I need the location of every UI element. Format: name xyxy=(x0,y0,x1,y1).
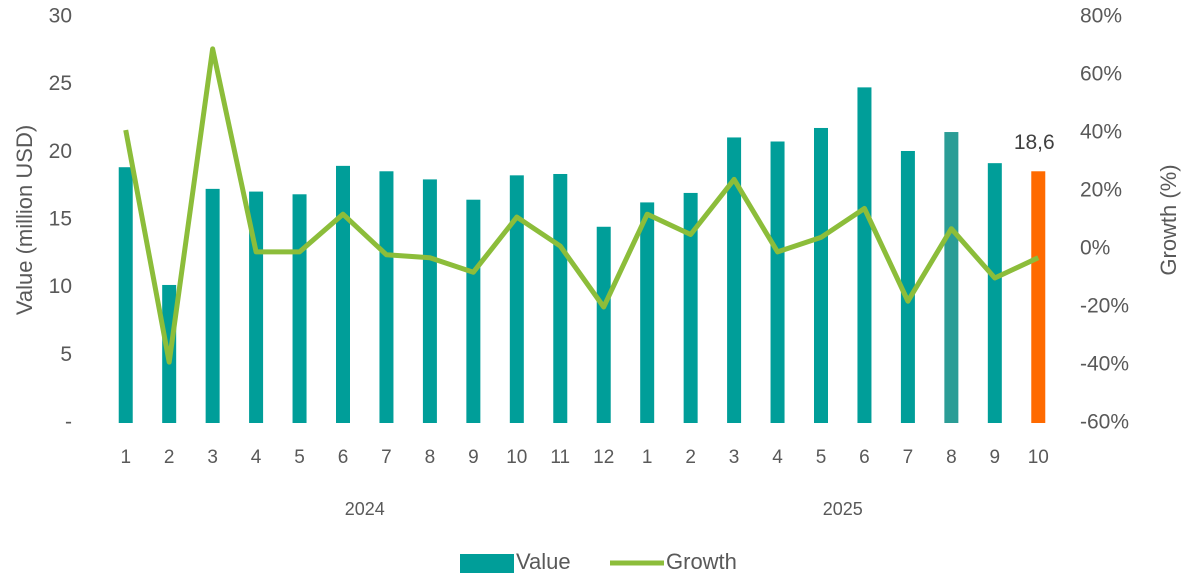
x-tick-label: 5 xyxy=(816,447,827,468)
y-tick-label: 5 xyxy=(60,343,72,366)
y-tick-label: - xyxy=(65,411,72,434)
x-tick-label: 2 xyxy=(685,447,696,468)
line xyxy=(123,46,1040,365)
bar xyxy=(553,173,568,423)
bar xyxy=(987,163,1002,423)
x-tick-label: 9 xyxy=(990,447,1001,468)
y2-tick-label: 80% xyxy=(1080,5,1122,28)
y-axis-label: Value (million USD) xyxy=(12,125,37,315)
x-tick-label: 6 xyxy=(338,447,349,468)
data-label: 18,6 xyxy=(1014,131,1055,154)
x-tick-label: 1 xyxy=(120,447,131,468)
y-tick-label: 20 xyxy=(49,140,72,163)
bar xyxy=(683,192,698,423)
year-label: 2024 xyxy=(345,499,385,519)
bar xyxy=(422,179,437,423)
y-tick-label: 25 xyxy=(49,72,72,95)
bar xyxy=(1031,171,1046,423)
x-tick-label: 11 xyxy=(550,447,570,468)
x-tick-label: 1 xyxy=(642,447,653,468)
legend-label: Value xyxy=(516,549,571,574)
y-tick-label: 30 xyxy=(49,5,72,28)
bar xyxy=(596,226,611,423)
x-tick-label: 5 xyxy=(294,447,305,468)
x-tick-label: 10 xyxy=(506,447,527,468)
bar xyxy=(640,202,655,423)
x-tick-label: 8 xyxy=(946,447,957,468)
x-tick-label: 3 xyxy=(207,447,218,468)
x-tick-label: 7 xyxy=(903,447,914,468)
y2-tick-label: 60% xyxy=(1080,63,1122,86)
x-tick-label: 3 xyxy=(729,447,740,468)
x-tick-label: 7 xyxy=(381,447,392,468)
y-tick-label: 15 xyxy=(49,208,72,231)
x-tick-label: 2 xyxy=(164,447,175,468)
bar xyxy=(770,141,785,424)
x-tick-label: 8 xyxy=(425,447,436,468)
bar xyxy=(727,137,742,424)
bar xyxy=(814,127,828,424)
bar xyxy=(205,188,220,423)
y2-axis-label: Growth (%) xyxy=(1156,164,1181,275)
x-tick-label: 6 xyxy=(859,447,870,468)
bar xyxy=(379,171,394,423)
year-label: 2025 xyxy=(823,499,863,519)
y-tick-label: 10 xyxy=(49,275,72,298)
x-tick-label: 4 xyxy=(251,447,262,468)
bar xyxy=(944,132,959,424)
x-tick-label: 12 xyxy=(593,447,614,468)
bar xyxy=(466,199,481,423)
y2-tick-label: -60% xyxy=(1080,411,1129,434)
y2-tick-label: 40% xyxy=(1080,121,1122,144)
legend-swatch xyxy=(460,554,514,573)
legend-label: Growth xyxy=(666,549,737,574)
x-tick-label: 4 xyxy=(772,447,783,468)
bar xyxy=(118,167,133,423)
bar xyxy=(292,194,307,423)
y2-tick-label: 0% xyxy=(1080,237,1110,260)
bar xyxy=(900,150,915,424)
y2-tick-label: -20% xyxy=(1080,295,1129,318)
bar xyxy=(509,175,524,423)
y2-tick-label: 20% xyxy=(1080,179,1122,202)
bar xyxy=(857,87,872,423)
y2-tick-label: -40% xyxy=(1080,353,1129,376)
x-tick-label: 9 xyxy=(468,447,479,468)
x-tick-label: 10 xyxy=(1028,447,1049,468)
bar xyxy=(336,165,350,423)
